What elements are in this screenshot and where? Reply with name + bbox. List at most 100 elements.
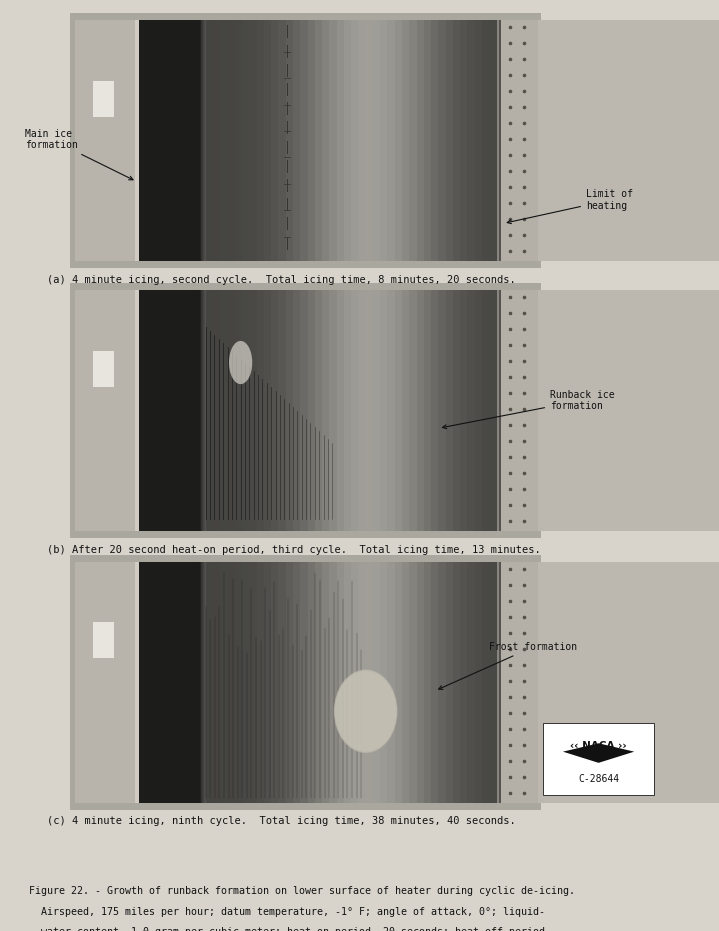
Bar bbox=[139, 562, 199, 803]
Bar bbox=[203, 20, 204, 261]
Bar bbox=[467, 562, 475, 803]
Bar bbox=[204, 290, 205, 531]
Text: Limit of
heating: Limit of heating bbox=[507, 189, 633, 223]
Bar bbox=[293, 562, 301, 803]
Bar bbox=[213, 290, 220, 531]
Bar bbox=[439, 290, 446, 531]
Bar bbox=[206, 562, 213, 803]
Bar bbox=[200, 290, 201, 531]
Ellipse shape bbox=[335, 671, 396, 751]
Bar bbox=[409, 562, 416, 803]
Bar bbox=[200, 20, 201, 261]
Bar bbox=[293, 290, 301, 531]
Bar bbox=[235, 20, 242, 261]
Bar bbox=[416, 20, 423, 261]
Bar bbox=[271, 290, 278, 531]
Bar bbox=[388, 290, 395, 531]
Ellipse shape bbox=[334, 670, 397, 752]
Bar bbox=[199, 562, 200, 803]
Bar bbox=[380, 20, 388, 261]
Bar bbox=[395, 562, 402, 803]
Bar bbox=[329, 562, 336, 803]
Ellipse shape bbox=[335, 671, 396, 751]
Bar bbox=[257, 562, 264, 803]
Bar bbox=[336, 562, 344, 803]
Bar bbox=[423, 20, 431, 261]
Text: (b) After 20 second heat-on period, third cycle.  Total icing time, 13 minutes.: (b) After 20 second heat-on period, thir… bbox=[47, 545, 541, 555]
Bar bbox=[366, 562, 373, 803]
Bar bbox=[70, 13, 541, 268]
Bar bbox=[499, 562, 500, 803]
Bar bbox=[199, 290, 200, 531]
Ellipse shape bbox=[334, 670, 397, 752]
Bar bbox=[301, 20, 308, 261]
Bar bbox=[467, 20, 475, 261]
Text: ‹‹ NACA ››: ‹‹ NACA ›› bbox=[570, 741, 627, 751]
Text: (a) 4 minute icing, second cycle.  Total icing time, 8 minutes, 20 seconds.: (a) 4 minute icing, second cycle. Total … bbox=[47, 275, 516, 285]
Bar bbox=[285, 20, 293, 261]
Bar bbox=[301, 290, 308, 531]
Bar bbox=[423, 562, 431, 803]
Bar bbox=[201, 562, 202, 803]
Bar bbox=[242, 20, 249, 261]
Bar bbox=[271, 562, 278, 803]
Bar bbox=[431, 20, 439, 261]
Bar bbox=[409, 290, 416, 531]
Bar bbox=[235, 290, 242, 531]
Bar bbox=[135, 20, 139, 261]
Bar bbox=[206, 20, 497, 261]
Bar bbox=[206, 290, 213, 531]
Bar bbox=[205, 290, 206, 531]
Bar bbox=[395, 20, 402, 261]
Bar bbox=[388, 20, 395, 261]
Bar bbox=[201, 290, 202, 531]
Bar bbox=[351, 290, 358, 531]
Bar bbox=[200, 562, 201, 803]
Bar bbox=[336, 20, 344, 261]
Bar bbox=[373, 20, 380, 261]
Bar bbox=[322, 290, 329, 531]
Bar bbox=[453, 290, 460, 531]
Bar bbox=[249, 562, 257, 803]
Bar bbox=[203, 290, 204, 531]
Bar bbox=[336, 290, 344, 531]
Bar bbox=[75, 290, 536, 531]
Bar bbox=[308, 562, 315, 803]
Bar bbox=[75, 562, 135, 803]
Ellipse shape bbox=[335, 671, 397, 751]
Bar bbox=[499, 20, 500, 261]
Bar bbox=[227, 290, 235, 531]
Ellipse shape bbox=[334, 669, 398, 753]
Bar bbox=[538, 562, 719, 803]
Bar bbox=[257, 20, 264, 261]
Bar bbox=[308, 290, 315, 531]
Bar bbox=[315, 20, 322, 261]
Bar bbox=[93, 622, 114, 658]
Bar bbox=[416, 290, 423, 531]
Bar bbox=[439, 20, 446, 261]
Bar bbox=[75, 290, 135, 531]
Text: water content, 1.0 gram per cubic meter; heat-on period, 20 seconds; heat-off pe: water content, 1.0 gram per cubic meter;… bbox=[29, 927, 551, 931]
Bar bbox=[475, 20, 482, 261]
Bar bbox=[446, 20, 453, 261]
Bar bbox=[285, 562, 293, 803]
Bar bbox=[75, 20, 536, 261]
Bar bbox=[538, 20, 719, 261]
Bar bbox=[460, 20, 467, 261]
Bar bbox=[205, 20, 206, 261]
Bar bbox=[453, 562, 460, 803]
Bar bbox=[206, 562, 497, 803]
Bar bbox=[482, 20, 489, 261]
Bar bbox=[329, 290, 336, 531]
Bar bbox=[278, 562, 285, 803]
Bar bbox=[453, 20, 460, 261]
Bar bbox=[242, 562, 249, 803]
Bar bbox=[489, 20, 497, 261]
Bar bbox=[315, 562, 322, 803]
Bar bbox=[402, 562, 409, 803]
Bar bbox=[201, 20, 202, 261]
Bar bbox=[204, 562, 205, 803]
Bar bbox=[431, 562, 439, 803]
Bar bbox=[135, 562, 139, 803]
Bar bbox=[278, 20, 285, 261]
